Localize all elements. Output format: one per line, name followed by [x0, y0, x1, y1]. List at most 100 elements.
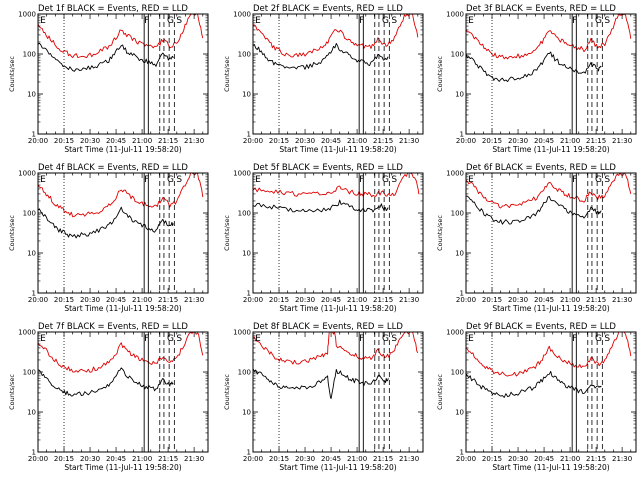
x-tick-label: 20:30	[508, 296, 528, 304]
plot-frame	[37, 172, 209, 294]
event-marker-f: F	[572, 175, 577, 185]
x-tick-label: 20:00	[28, 296, 48, 304]
x-tick-label: 21:15	[158, 137, 178, 145]
panel-title: Det 2f BLACK = Events, RED = LLD	[253, 4, 403, 14]
series-lld-line	[37, 13, 204, 59]
x-tick-label: 20:15	[482, 455, 502, 463]
event-marker-g: G	[595, 334, 602, 344]
x-tick-label: 20:00	[28, 137, 48, 145]
event-marker-g: G	[595, 175, 602, 185]
x-axis-label: Start Time (11-Jul-11 19:58:20)	[279, 145, 396, 154]
panel-title: Det 8f BLACK = Events, RED = LLD	[253, 322, 403, 332]
chart-panel: Det 8f BLACK = Events, RED = LLD E F G S 1 10 1…	[223, 322, 424, 472]
y-tick-label: 1	[460, 290, 464, 298]
event-marker-e: E	[255, 16, 261, 26]
x-tick-label: 21:15	[373, 137, 393, 145]
event-marker-s: S	[176, 175, 182, 185]
x-tick-label: 21:15	[158, 455, 178, 463]
event-marker-s: S	[176, 16, 182, 26]
x-tick-label: 21:00	[132, 296, 152, 304]
y-tick-label: 1	[32, 290, 36, 298]
x-tick-label: 21:15	[586, 455, 606, 463]
y-tick-label: 10	[455, 409, 464, 417]
x-tick-label: 20:15	[482, 296, 502, 304]
plot-frame	[465, 172, 637, 294]
x-tick-label: 21:00	[132, 455, 152, 463]
y-tick-label: 10	[242, 91, 251, 99]
x-tick-label: 20:45	[534, 137, 554, 145]
y-axis-label: Counts/sec	[436, 374, 444, 410]
x-tick-label: 20:15	[54, 137, 74, 145]
y-axis-label: Counts/sec	[223, 56, 231, 92]
event-marker-f: F	[144, 175, 149, 185]
series-events-line	[252, 42, 389, 70]
plot-frame	[37, 13, 209, 135]
event-marker-e: E	[468, 16, 474, 26]
event-marker-f: F	[572, 16, 577, 26]
x-tick-label: 20:45	[534, 455, 554, 463]
x-tick-label: 20:00	[456, 296, 476, 304]
panel-title: Det 7f BLACK = Events, RED = LLD	[38, 322, 188, 332]
y-tick-label: 10	[27, 409, 36, 417]
x-tick-label: 20:15	[54, 455, 74, 463]
panel-title: Det 9f BLACK = Events, RED = LLD	[466, 322, 616, 332]
x-tick-label: 20:45	[321, 455, 341, 463]
chart-panel: Det 2f BLACK = Events, RED = LLD E F G S 1 10 1…	[223, 4, 424, 154]
event-marker-e: E	[468, 334, 474, 344]
x-tick-label: 20:15	[482, 137, 502, 145]
y-tick-label: 1	[247, 131, 251, 139]
x-tick-label: 20:30	[295, 137, 315, 145]
x-tick-label: 20:15	[269, 137, 289, 145]
y-tick-label: 1000	[18, 329, 36, 337]
chart-panel: Det 3f BLACK = Events, RED = LLD E F G S 1 10 1…	[436, 4, 637, 154]
x-tick-label: 21:00	[560, 455, 580, 463]
y-tick-label: 1000	[18, 11, 36, 19]
y-tick-label: 100	[451, 369, 464, 377]
y-axis-label: Counts/sec	[223, 374, 231, 410]
y-tick-label: 10	[242, 409, 251, 417]
series-events-line	[37, 206, 174, 239]
plot-frame	[37, 331, 209, 453]
x-axis-label: Start Time (11-Jul-11 19:58:20)	[492, 145, 609, 154]
y-tick-label: 1000	[446, 170, 464, 178]
event-marker-e: E	[40, 16, 46, 26]
series-lld-line	[252, 331, 419, 365]
y-tick-label: 1000	[233, 11, 251, 19]
series-lld-line	[465, 13, 632, 60]
event-marker-s: S	[604, 16, 610, 26]
y-tick-label: 10	[242, 250, 251, 258]
x-tick-label: 20:30	[508, 455, 528, 463]
x-tick-label: 21:30	[399, 296, 419, 304]
x-tick-label: 20:15	[54, 296, 74, 304]
x-tick-label: 20:30	[80, 296, 100, 304]
panel-title: Det 1f BLACK = Events, RED = LLD	[38, 4, 188, 14]
x-tick-label: 21:00	[347, 455, 367, 463]
y-tick-label: 1000	[233, 329, 251, 337]
series-events-line	[37, 42, 174, 72]
series-events-line	[465, 195, 602, 225]
y-tick-label: 1	[460, 449, 464, 457]
x-tick-label: 21:30	[612, 455, 632, 463]
event-marker-s: S	[176, 334, 182, 344]
plot-frame	[465, 331, 637, 453]
chart-panel: Det 1f BLACK = Events, RED = LLD E F G S 1 10 1…	[8, 4, 209, 154]
panel-title: Det 5f BLACK = Events, RED = LLD	[253, 163, 403, 173]
plot-frame	[252, 13, 424, 135]
x-tick-label: 20:45	[534, 296, 554, 304]
event-marker-g: G	[167, 334, 174, 344]
x-tick-label: 20:45	[106, 137, 126, 145]
x-tick-label: 20:00	[243, 296, 263, 304]
series-lld-line	[37, 331, 204, 373]
x-tick-label: 20:30	[80, 137, 100, 145]
chart-panel: Det 7f BLACK = Events, RED = LLD E F G S 1 10 1…	[8, 322, 209, 472]
y-axis-label: Counts/sec	[436, 56, 444, 92]
event-marker-g: G	[382, 334, 389, 344]
series-lld-line	[252, 13, 419, 58]
x-tick-label: 21:30	[612, 137, 632, 145]
event-marker-e: E	[255, 334, 261, 344]
event-marker-s: S	[391, 16, 397, 26]
series-events-line	[465, 370, 602, 398]
y-tick-label: 10	[27, 91, 36, 99]
x-axis-label: Start Time (11-Jul-11 19:58:20)	[492, 304, 609, 313]
